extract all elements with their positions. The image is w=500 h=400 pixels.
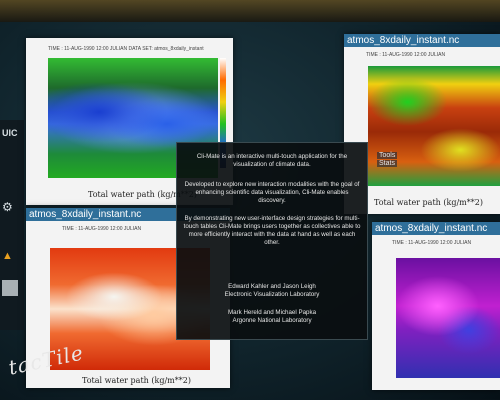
panel-caption: Total water path (kg/m**2) — [82, 376, 191, 385]
panel-title[interactable]: atmos_8xdaily_instant.nc — [372, 222, 500, 235]
panel-title[interactable]: atmos_8xdaily_instant.nc — [344, 34, 500, 47]
panel-header: TIME : 11-AUG-1990 12:00 JULIAN — [62, 226, 142, 232]
credits-2-names: Mark Hereld and Michael Papka — [227, 309, 317, 316]
gear-icon: ⚙ — [2, 200, 13, 214]
panel-header: TIME : 11-AUG-1990 12:00 JULIAN — [392, 240, 472, 246]
panel-header: TIME : 11-AUG-1990 12:00 JULIAN — [366, 52, 446, 58]
panel-caption: Total water path (kg/m**2) — [88, 190, 197, 199]
credits-1-org: Electronic Visualization Laboratory — [224, 291, 320, 298]
colorbar — [220, 58, 226, 168]
credits-2-org: Argonne National Laboratory — [232, 317, 312, 324]
info-developed: Developed to explore new interaction mod… — [184, 181, 360, 204]
water-path-map[interactable] — [396, 258, 500, 378]
info-demonstrating: By demonstrating new user-interface desi… — [183, 215, 361, 246]
top-bezel — [0, 0, 500, 22]
tools-tag[interactable]: Tools — [377, 152, 398, 159]
panel-header: TIME : 11-AUG-1990 12:00 JULIAN DATA SET… — [48, 46, 204, 52]
info-panel[interactable]: Cli-Mate is an interactive multi-touch a… — [176, 142, 368, 340]
sidebar: UIC ⚙ ▲ — [0, 120, 24, 330]
info-intro: Cli-Mate is an interactive multi-touch a… — [196, 153, 348, 168]
stats-tag[interactable]: Stats — [377, 160, 398, 167]
overlay-tags: Tools Stats — [377, 152, 398, 168]
qr-icon — [2, 280, 18, 296]
triangle-icon: ▲ — [2, 250, 13, 262]
climate-panel-bottom-right[interactable]: atmos_8xdaily_instant.nc TIME : 11-AUG-1… — [372, 222, 500, 390]
climate-panel-top-right[interactable]: atmos_8xdaily_instant.nc TIME : 11-AUG-1… — [344, 34, 500, 214]
credits-1-names: Edward Kahler and Jason Leigh — [228, 283, 316, 290]
water-path-map[interactable] — [368, 66, 500, 186]
panel-caption: Total water path (kg/m**2) — [374, 198, 483, 207]
uic-logo: UIC — [2, 128, 18, 138]
